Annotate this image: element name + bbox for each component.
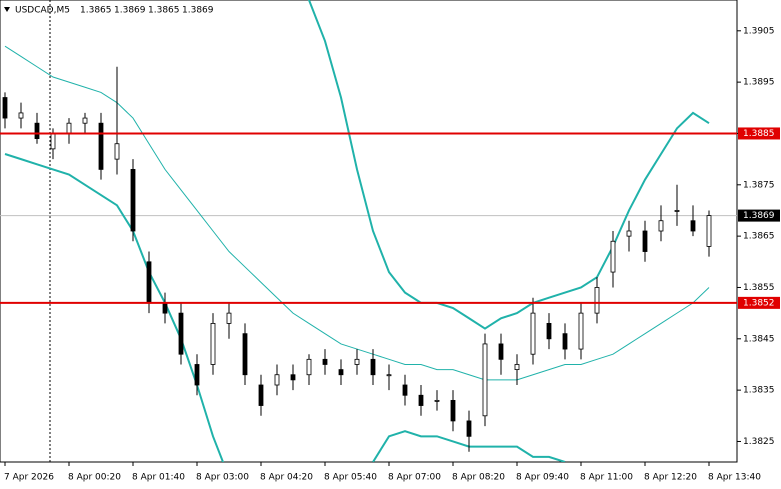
symbol: USDCAD,M5: [15, 6, 70, 16]
y-tick-label: 1.3845: [743, 334, 775, 344]
candle-body: [82, 117, 88, 124]
price-level-label: 1.3885: [743, 129, 775, 139]
x-tick-label: 8 Apr 04:20: [260, 473, 313, 483]
candle-body: [306, 358, 312, 376]
x-tick-label: 8 Apr 00:20: [68, 473, 121, 483]
candle-body: [338, 369, 344, 376]
candle-body: [626, 230, 632, 237]
candle-body: [402, 384, 408, 396]
header-value: 1.3865: [148, 6, 180, 16]
candle-body: [546, 322, 552, 340]
candle-body: [258, 384, 264, 406]
candle-body: [418, 394, 424, 406]
candle-body: [162, 302, 168, 314]
candle-body: [2, 97, 8, 119]
y-tick-label: 1.3895: [743, 78, 775, 88]
x-tick-label: 8 Apr 08:20: [452, 473, 505, 483]
candle-body: [658, 220, 664, 232]
candle-body: [578, 312, 584, 350]
candle-body: [210, 322, 216, 365]
candle-body: [610, 240, 616, 273]
y-tick-label: 1.3875: [743, 180, 775, 190]
x-tick-label: 8 Apr 01:40: [132, 473, 185, 483]
candle-body: [514, 364, 520, 371]
y-tick-label: 1.3865: [743, 232, 775, 242]
candle-body: [226, 312, 232, 324]
candle-body: [690, 220, 696, 232]
candle-body: [34, 122, 40, 139]
price-level-label: 1.3852: [743, 298, 775, 308]
candle-body: [386, 374, 392, 377]
candle-body: [194, 364, 200, 386]
candle-body: [642, 230, 648, 252]
candle-body: [178, 312, 184, 355]
candle-body: [594, 287, 600, 314]
header-value: 1.3869: [182, 6, 214, 16]
y-tick-label: 1.3905: [743, 26, 775, 36]
plot-area: [0, 0, 737, 477]
candle-body: [130, 168, 136, 232]
candle-body: [434, 399, 440, 402]
band-line: [307, 0, 710, 330]
candle-body: [674, 210, 680, 212]
header-arrow: [4, 7, 10, 12]
current-price-label: 1.3869: [743, 211, 775, 221]
y-tick-label: 1.3825: [743, 437, 775, 447]
x-tick-label: 7 Apr 2026: [4, 473, 54, 483]
candle-body: [466, 420, 472, 437]
candle-body: [354, 358, 360, 365]
candle-body: [562, 333, 568, 350]
y-tick-label: 1.3855: [743, 283, 775, 293]
candle-body: [498, 343, 504, 360]
x-tick-label: 8 Apr 03:00: [196, 473, 249, 483]
candle-body: [274, 374, 280, 386]
header-value: 1.3869: [114, 6, 146, 16]
header-values: 1.3865 1.3869 1.3865 1.3869: [80, 6, 214, 16]
candle-body: [706, 215, 712, 247]
candle-body: [322, 358, 328, 365]
candle-body: [290, 374, 296, 381]
candle-body: [530, 312, 536, 355]
price-level-tag: [738, 296, 780, 309]
x-tick-label: 8 Apr 09:40: [516, 473, 569, 483]
candle-body: [242, 333, 248, 376]
price-level-tag: [738, 127, 780, 140]
candle-body: [114, 143, 120, 160]
candle-body: [50, 133, 56, 150]
candle-body: [482, 343, 488, 417]
x-tick-label: 8 Apr 07:00: [388, 473, 441, 483]
candle-body: [66, 122, 72, 134]
current-price-tag: [738, 209, 780, 222]
x-tick-label: 8 Apr 05:40: [324, 473, 377, 483]
x-tick-label: 8 Apr 12:20: [644, 473, 697, 483]
candle-body: [146, 261, 152, 304]
candle-body: [18, 112, 24, 119]
x-tick-label: 8 Apr 11:00: [580, 473, 633, 483]
x-tick-label: 8 Apr 13:40: [708, 473, 761, 483]
candle-body: [450, 399, 456, 422]
y-tick-label: 1.3835: [743, 386, 775, 396]
plot-frame: [0, 0, 738, 463]
candle-body: [98, 122, 104, 170]
candle-body: [370, 358, 376, 376]
header-value: 1.3865: [80, 6, 112, 16]
